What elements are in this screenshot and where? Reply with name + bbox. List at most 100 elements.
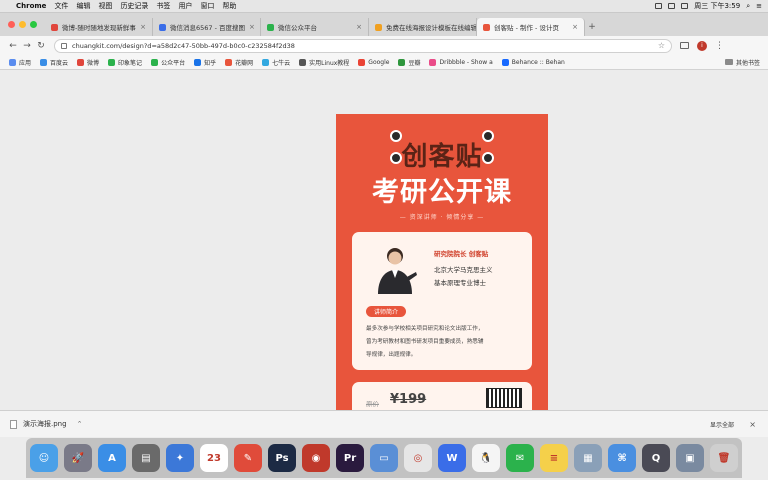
bookmark-item[interactable]: 知乎 <box>194 58 216 67</box>
calendar-icon[interactable]: 23 <box>200 444 228 472</box>
menu-history[interactable]: 历史记录 <box>120 2 149 10</box>
bookmark-item[interactable]: 百度云 <box>40 58 68 67</box>
browser-tab[interactable]: 微信消息6567 - 百度搜图 × <box>153 18 261 36</box>
close-window-button[interactable] <box>8 21 15 28</box>
address-bar[interactable]: chuangkit.com/design?d=a58d2c47-50bb-497… <box>54 38 672 53</box>
reload-icon[interactable]: ↻ <box>37 40 45 51</box>
browser-tab[interactable]: 微信公众平台 × <box>261 18 369 36</box>
menu-window[interactable]: 窗口 <box>200 2 215 10</box>
battery-icon[interactable] <box>655 3 663 9</box>
folder-app-icon[interactable]: ▦ <box>574 444 602 472</box>
tab-favicon-icon <box>483 23 490 31</box>
back-icon[interactable]: ← <box>9 40 17 51</box>
bookmark-favicon-icon <box>501 58 509 66</box>
price-card[interactable]: 原价 ¥199 扫码报名 <box>352 382 532 410</box>
bookmark-item[interactable]: 微博 <box>77 58 99 67</box>
more-menu-icon[interactable]: ⋮ <box>715 40 724 51</box>
notes-icon[interactable]: ≡ <box>540 444 568 472</box>
lecturer-desc-line[interactable]: 导规律，出题规律。 <box>366 352 417 358</box>
bookmark-item[interactable]: 实用Linux教程 <box>299 58 349 67</box>
menubar-clock[interactable]: 周三 下午3:59 <box>694 2 741 10</box>
poster-subtitle[interactable]: — 资深讲师 · 倾情分享 — <box>399 214 485 221</box>
show-all-downloads-link[interactable]: 显示全部 <box>709 421 734 429</box>
zoom-window-button[interactable] <box>30 21 37 28</box>
bookmark-item[interactable]: 印象笔记 <box>108 58 142 67</box>
lecturer-intro-label[interactable]: 讲师简介 <box>366 306 407 317</box>
minimize-window-button[interactable] <box>19 21 26 28</box>
menu-view[interactable]: 视图 <box>98 2 113 10</box>
app-menu[interactable]: Chrome <box>16 2 47 10</box>
lecturer-bio-line[interactable]: 基本原理专业博士 <box>434 279 486 287</box>
tab-close-icon[interactable]: × <box>572 23 578 31</box>
lock-icon[interactable] <box>61 42 67 49</box>
bookmark-item[interactable]: Google <box>358 58 389 66</box>
safari-compass-icon[interactable]: ✦ <box>166 444 194 472</box>
browser-tab-active[interactable]: 创客贴 - 制作 - 设计页 × <box>477 18 585 36</box>
forward-icon[interactable]: → <box>23 40 31 51</box>
menu-bookmarks[interactable]: 书签 <box>156 2 171 10</box>
keynote-icon[interactable]: ▭ <box>370 444 398 472</box>
poster[interactable]: 创客贴 考研公开课 — 资深讲师 · 倾情分享 — 研究院院长 创客贴 北京大学… <box>336 114 548 410</box>
bookmark-item[interactable]: 应用 <box>9 58 31 67</box>
launchpad-icon[interactable]: 🚀 <box>64 444 92 472</box>
bookmark-item[interactable]: Behance :: Behan <box>501 58 565 66</box>
premiere-icon[interactable]: Pr <box>336 444 364 472</box>
quicktime-icon[interactable]: Q <box>642 444 670 472</box>
price-value[interactable]: ¥199 <box>390 392 427 407</box>
chevron-down-icon[interactable]: ⌃ <box>76 420 83 428</box>
pdf-expert-icon[interactable]: ✎ <box>234 444 262 472</box>
trash-icon[interactable]: 🗑 <box>710 444 738 472</box>
bookmark-star-icon[interactable]: ☆ <box>657 41 665 50</box>
lecturer-role[interactable]: 研究院院长 创客贴 <box>434 250 489 258</box>
design-canvas[interactable]: 创客贴 考研公开课 — 资深讲师 · 倾情分享 — 研究院院长 创客贴 北京大学… <box>0 70 768 410</box>
download-item[interactable]: 演示海报.png ⌃ <box>10 419 82 429</box>
bookmark-favicon-icon <box>40 58 48 66</box>
bookmark-label: 印象笔记 <box>118 59 143 67</box>
profile-avatar[interactable]: i <box>697 40 707 51</box>
tab-close-icon[interactable]: × <box>249 23 255 31</box>
other-bookmarks[interactable]: 其他书签 <box>724 58 760 67</box>
wps-icon[interactable]: W <box>438 444 466 472</box>
chrome-icon[interactable]: ◎ <box>404 444 432 472</box>
wifi-icon[interactable] <box>668 3 676 9</box>
menu-help[interactable]: 帮助 <box>222 2 237 10</box>
tab-close-icon[interactable]: × <box>356 23 362 31</box>
poster-main-title[interactable]: 考研公开课 <box>372 177 512 208</box>
volume-icon[interactable] <box>681 3 689 9</box>
price-label[interactable]: 原价 <box>366 400 379 408</box>
lecturer-bio-line[interactable]: 北京大学马克思主义 <box>434 266 493 274</box>
cast-icon[interactable] <box>680 42 689 49</box>
browser-tab[interactable]: 微博-随时随地发现新鲜事 × <box>45 18 153 36</box>
lecturer-portrait-icon[interactable] <box>372 242 418 294</box>
photoshop-icon[interactable]: Ps <box>268 444 296 472</box>
lecturer-desc-line[interactable]: 最多次参与学校相关项目研究和论文出版工作， <box>366 326 484 332</box>
close-icon[interactable]: × <box>749 419 756 429</box>
lecturer-desc-line[interactable]: 曾为考研教材和图书研发项目重要成员，熟悉辅 <box>366 339 484 345</box>
tab-close-icon[interactable]: × <box>140 23 146 31</box>
poster-brand-title[interactable]: 创客贴 <box>401 142 483 172</box>
browser-tab[interactable]: 免费在线海报设计模板在线编辑 × <box>369 18 477 36</box>
app-store-icon[interactable]: A <box>98 444 126 472</box>
preview-icon[interactable]: ▤ <box>132 444 160 472</box>
menu-edit[interactable]: 编辑 <box>76 2 91 10</box>
finder-icon[interactable]: ☺ <box>30 444 58 472</box>
photo-app-icon[interactable]: ◉ <box>302 444 330 472</box>
bookmark-item[interactable]: 公众平台 <box>151 58 185 67</box>
screenshot-icon[interactable]: ▣ <box>676 444 704 472</box>
bookmark-item[interactable]: 七牛云 <box>262 58 290 67</box>
screen-app-icon[interactable]: ⌘ <box>608 444 636 472</box>
qq-icon[interactable]: 🐧 <box>472 444 500 472</box>
qr-code-icon[interactable] <box>486 388 522 408</box>
menu-people[interactable]: 用户 <box>178 2 193 10</box>
wechat-icon[interactable]: ✉ <box>506 444 534 472</box>
menu-list-icon[interactable]: ≡ <box>756 2 762 10</box>
bookmark-item[interactable]: Dribbble - Show a <box>429 58 493 66</box>
menu-file[interactable]: 文件 <box>54 2 69 10</box>
bookmark-item[interactable]: 花瓣网 <box>225 58 253 67</box>
address-url[interactable]: chuangkit.com/design?d=a58d2c47-50bb-497… <box>72 41 295 50</box>
bookmark-favicon-icon <box>358 58 366 66</box>
new-tab-button[interactable]: + <box>588 22 596 32</box>
bookmark-item[interactable]: 豆瓣 <box>398 58 420 67</box>
search-icon[interactable]: ⌕ <box>746 1 751 10</box>
lecturer-card[interactable]: 研究院院长 创客贴 北京大学马克思主义 基本原理专业博士 讲师简介 最多次参与学… <box>352 232 532 370</box>
